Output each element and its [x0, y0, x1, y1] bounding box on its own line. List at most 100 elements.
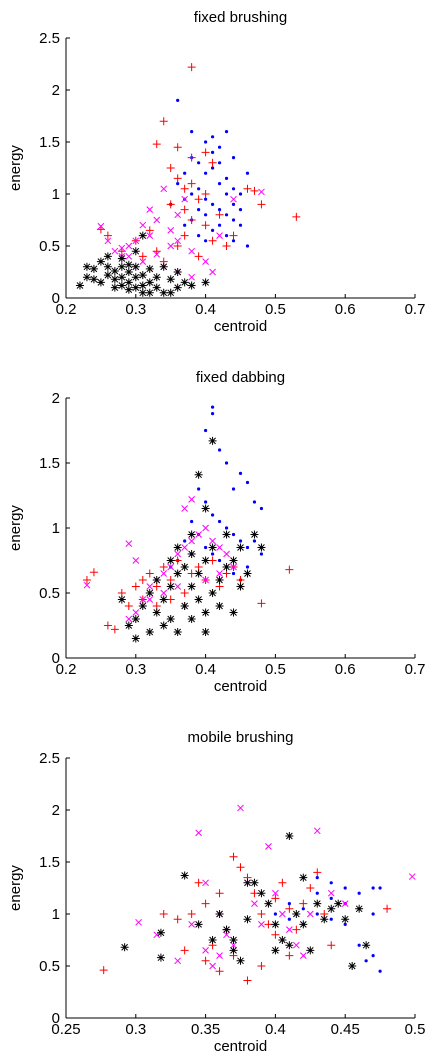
x-tick-label: 0.45	[331, 1021, 360, 1038]
data-point	[187, 910, 196, 918]
data-point	[257, 889, 266, 898]
data-point	[357, 943, 361, 947]
data-point	[152, 140, 161, 149]
data-point	[209, 268, 216, 276]
data-point	[152, 576, 161, 584]
data-point	[257, 910, 266, 918]
x-axis-label: centroid	[214, 318, 267, 335]
data-point	[166, 288, 175, 297]
data-point	[187, 179, 196, 188]
data-point	[383, 904, 392, 913]
data-point	[197, 208, 201, 212]
chart-title: fixed brushing	[194, 9, 287, 26]
data-point	[156, 928, 165, 937]
data-point	[124, 278, 133, 287]
data-point	[138, 231, 147, 240]
data-point	[285, 951, 294, 960]
data-point	[224, 213, 229, 217]
series-x	[83, 496, 237, 623]
y-tick-label: 2	[52, 802, 60, 819]
data-point	[139, 596, 147, 603]
data-point	[357, 891, 361, 895]
data-point	[224, 526, 229, 530]
data-point	[362, 941, 371, 950]
data-point	[231, 487, 236, 491]
data-point	[299, 899, 308, 908]
data-point	[187, 582, 196, 591]
data-point	[131, 582, 140, 591]
data-point	[183, 539, 187, 543]
data-point	[237, 804, 244, 812]
data-point	[315, 876, 319, 880]
data-point	[111, 247, 119, 255]
data-point	[223, 931, 230, 939]
data-point	[194, 569, 203, 578]
data-point	[271, 946, 280, 955]
data-point	[180, 231, 189, 240]
y-tick-label: 2	[52, 390, 60, 407]
data-point	[222, 563, 231, 571]
y-tick-label: 1	[52, 520, 60, 537]
data-point	[146, 232, 154, 239]
data-point	[103, 621, 112, 630]
data-point	[204, 171, 208, 175]
data-point	[243, 976, 252, 985]
data-point	[110, 266, 119, 275]
data-point	[194, 595, 203, 604]
data-point	[208, 556, 217, 565]
data-point	[187, 281, 196, 290]
data-point	[188, 921, 195, 928]
data-point	[238, 471, 243, 475]
data-point	[173, 569, 182, 578]
chart-title: fixed dabbing	[196, 369, 285, 386]
data-point	[132, 609, 140, 616]
data-point	[231, 156, 236, 160]
data-point	[173, 543, 182, 552]
y-tick-label: 2.5	[39, 30, 60, 47]
data-point	[229, 946, 238, 955]
x-tick-label: 0.4	[265, 1021, 286, 1038]
data-point	[285, 904, 294, 913]
data-point	[188, 537, 195, 545]
data-point	[231, 218, 236, 222]
data-point	[201, 556, 210, 565]
data-point	[173, 143, 182, 152]
data-point	[153, 250, 161, 258]
data-point	[201, 628, 210, 636]
data-point	[201, 148, 210, 157]
data-point	[176, 98, 180, 102]
y-tick-label: 0	[52, 1010, 60, 1027]
series-plus	[96, 63, 301, 266]
data-point	[208, 236, 217, 245]
data-point	[306, 910, 314, 918]
data-point	[243, 878, 252, 887]
data-point	[292, 910, 301, 918]
data-point	[299, 920, 308, 929]
data-point	[271, 894, 280, 903]
data-point	[243, 184, 252, 193]
data-point	[131, 615, 140, 623]
data-point	[229, 608, 238, 617]
chart-panel-2: fixed dabbing 0.2 0.3 0.4 0.5 0.6 0.7 0 0.5 1 1.5 2…	[7, 369, 425, 695]
data-point	[215, 889, 224, 898]
data-point	[216, 544, 223, 551]
data-point	[224, 192, 229, 196]
data-point	[208, 436, 217, 445]
data-point	[104, 237, 112, 245]
data-point	[250, 878, 259, 887]
data-point	[194, 878, 203, 887]
y-tick-label: 2	[52, 82, 60, 99]
data-point	[272, 889, 279, 897]
data-point	[167, 227, 175, 234]
data-point	[125, 540, 133, 547]
data-point	[224, 176, 229, 180]
series-star	[117, 436, 266, 643]
data-point	[320, 915, 329, 924]
data-point	[210, 150, 215, 154]
y-axis-label: energy	[7, 865, 24, 911]
data-point	[222, 925, 231, 934]
data-point	[146, 583, 154, 590]
data-point	[271, 920, 280, 929]
series-dot	[273, 876, 382, 973]
data-point	[180, 205, 189, 214]
